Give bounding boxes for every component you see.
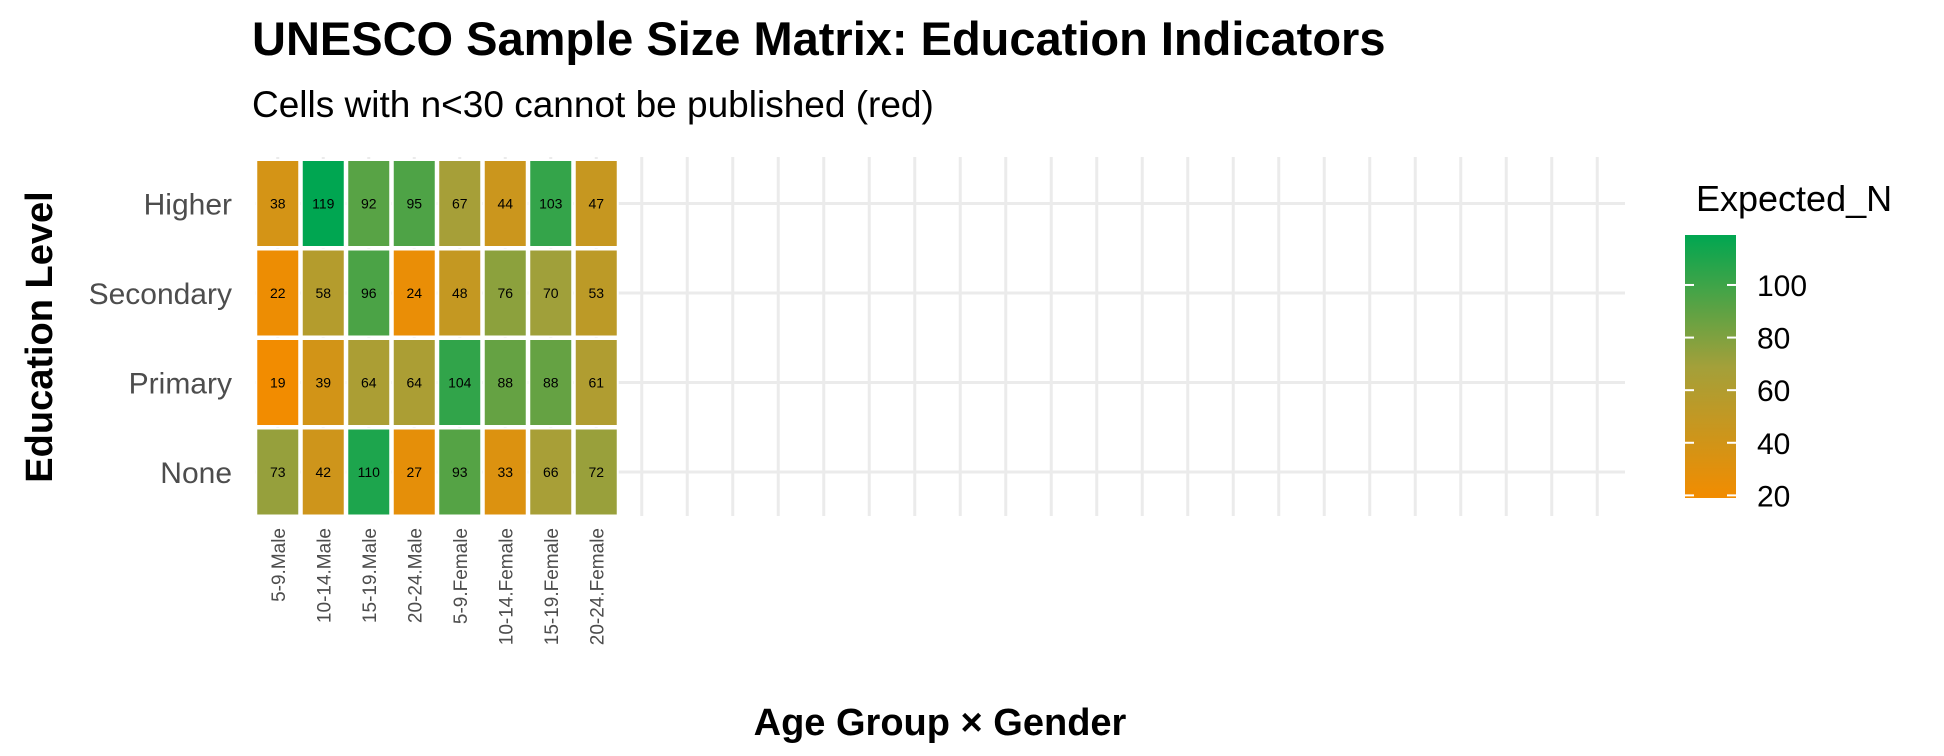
cell-value-label: 48 <box>452 285 468 301</box>
x-tick-label: 20-24.Female <box>587 528 608 645</box>
heatmap-cell <box>300 427 346 517</box>
color-legend: Expected_N 20 40 60 80 100 <box>1685 178 1892 513</box>
heatmap-cell <box>482 338 528 427</box>
cell-value-label: 47 <box>588 196 604 212</box>
heatmap-cell <box>482 248 528 338</box>
heatmap-cell <box>300 338 346 427</box>
heatmap-cell <box>482 427 528 517</box>
cell-value-label: 66 <box>543 464 559 480</box>
cell-value-label: 104 <box>448 375 472 391</box>
legend-tick-label: 40 <box>1757 428 1790 461</box>
y-tick-labels: Higher Secondary Primary None <box>89 189 232 491</box>
heatmap-cell <box>437 248 483 338</box>
heatmap-cell <box>437 159 483 248</box>
heatmap-cell <box>573 338 619 427</box>
heatmap-cell <box>573 159 619 248</box>
y-tick-label: Primary <box>129 368 232 401</box>
cell-value-label: 73 <box>270 464 286 480</box>
heatmap-cell <box>255 248 301 338</box>
heatmap-cell <box>300 159 346 248</box>
heatmap-cell <box>391 427 437 517</box>
x-tick-label: 5-9.Male <box>269 528 290 602</box>
cell-value-label: 70 <box>543 285 559 301</box>
cell-value-label: 22 <box>270 285 286 301</box>
heatmap-cells: 38 119 92 95 67 44 103 47 22 58 96 24 48 76 70 53 19 39 64… <box>255 159 619 517</box>
legend-tick-label: 80 <box>1757 323 1790 356</box>
heatmap-cell <box>255 338 301 427</box>
cell-value-label: 96 <box>361 285 377 301</box>
y-tick-label: Higher <box>144 189 232 222</box>
cell-value-label: 93 <box>452 464 468 480</box>
legend-tick-label: 60 <box>1757 375 1790 408</box>
heatmap-cell <box>528 159 574 248</box>
cell-value-label: 119 <box>312 196 335 212</box>
heatmap-cell <box>346 248 392 338</box>
cell-value-label: 67 <box>452 196 468 212</box>
cell-value-label: 38 <box>270 196 286 212</box>
y-axis-title: Education Level <box>19 191 61 482</box>
heatmap-cell <box>300 248 346 338</box>
cell-value-label: 76 <box>497 285 513 301</box>
cell-value-label: 92 <box>361 196 377 212</box>
cell-value-label: 72 <box>588 464 604 480</box>
cell-value-label: 58 <box>315 285 331 301</box>
cell-value-label: 42 <box>315 464 331 480</box>
x-tick-label: 20-24.Male <box>405 528 426 623</box>
heatmap-cell <box>391 338 437 427</box>
legend-color-bar <box>1685 235 1736 498</box>
legend-tick-label: 20 <box>1757 480 1790 513</box>
heatmap-cell <box>573 427 619 517</box>
cell-value-label: 64 <box>361 375 377 391</box>
cell-value-label: 61 <box>588 375 604 391</box>
cell-value-label: 19 <box>270 375 286 391</box>
heatmap-cell <box>528 338 574 427</box>
cell-value-label: 33 <box>497 464 513 480</box>
heatmap-cell <box>346 338 392 427</box>
legend-tick-label: 100 <box>1757 270 1807 303</box>
heatmap-cell <box>346 427 392 517</box>
heatmap-cell <box>482 159 528 248</box>
y-tick-label: None <box>160 457 232 490</box>
x-tick-label: 15-19.Female <box>542 528 563 645</box>
cell-value-label: 39 <box>315 375 331 391</box>
cell-value-label: 103 <box>539 196 563 212</box>
cell-value-label: 95 <box>406 196 422 212</box>
heatmap-cell <box>528 427 574 517</box>
x-tick-label: 10-14.Male <box>314 528 335 623</box>
x-tick-label: 5-9.Female <box>451 528 472 624</box>
cell-value-label: 44 <box>497 196 513 212</box>
heatmap-cell <box>573 248 619 338</box>
cell-value-label: 53 <box>588 285 604 301</box>
cell-value-label: 64 <box>406 375 422 391</box>
heatmap-cell <box>391 159 437 248</box>
chart-title: UNESCO Sample Size Matrix: Education Ind… <box>252 12 1385 65</box>
x-tick-label: 10-14.Female <box>496 528 517 645</box>
cell-value-label: 88 <box>543 375 559 391</box>
x-tick-labels: 5-9.Male 10-14.Male 15-19.Male 20-24.Male 5-… <box>269 528 609 645</box>
heatmap-cell <box>346 159 392 248</box>
x-tick-label: 15-19.Male <box>360 528 381 623</box>
heatmap-cell <box>391 248 437 338</box>
x-axis-title: Age Group × Gender <box>754 702 1127 744</box>
cell-value-label: 27 <box>406 464 422 480</box>
heatmap-cell <box>528 248 574 338</box>
heatmap-cell <box>437 427 483 517</box>
heatmap-cell <box>437 338 483 427</box>
cell-value-label: 24 <box>406 285 422 301</box>
heatmap-cell <box>255 427 301 517</box>
heatmap-cell <box>255 159 301 248</box>
cell-value-label: 110 <box>358 464 381 480</box>
y-tick-label: Secondary <box>89 278 232 311</box>
cell-value-label: 88 <box>497 375 513 391</box>
legend-title: Expected_N <box>1696 178 1892 219</box>
chart-subtitle: Cells with n<30 cannot be published (red… <box>252 84 934 125</box>
